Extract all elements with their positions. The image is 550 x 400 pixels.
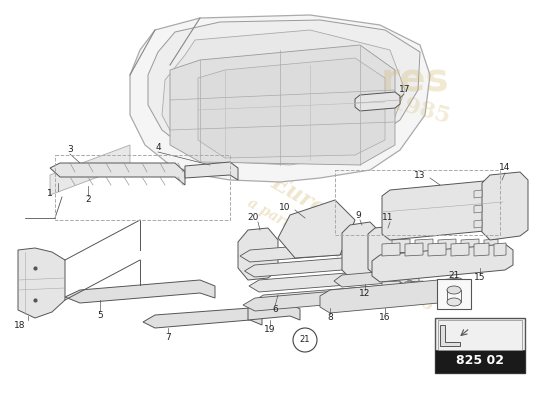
Text: a parts supplier since 1985: a parts supplier since 1985 (245, 196, 435, 314)
Polygon shape (382, 180, 503, 240)
Polygon shape (428, 243, 446, 256)
Text: 1985: 1985 (387, 91, 453, 129)
Polygon shape (355, 92, 400, 111)
Text: 10: 10 (279, 202, 291, 212)
FancyBboxPatch shape (435, 318, 525, 373)
Text: 16: 16 (379, 312, 390, 322)
Polygon shape (254, 283, 424, 307)
Text: res: res (381, 61, 449, 99)
Text: 3: 3 (67, 146, 73, 154)
Polygon shape (130, 15, 430, 182)
Text: 11: 11 (382, 214, 394, 222)
Bar (335, 170, 500, 235)
Polygon shape (170, 45, 395, 165)
Text: 9: 9 (355, 212, 361, 220)
Polygon shape (50, 145, 130, 195)
Text: 4: 4 (155, 144, 161, 152)
Polygon shape (334, 270, 408, 287)
Text: 825 02: 825 02 (456, 354, 504, 368)
Polygon shape (65, 280, 215, 303)
Polygon shape (494, 243, 506, 256)
Text: 8: 8 (327, 314, 333, 322)
FancyBboxPatch shape (437, 279, 471, 309)
Polygon shape (405, 281, 423, 293)
Text: 14: 14 (499, 164, 511, 172)
Polygon shape (405, 243, 423, 256)
Polygon shape (438, 239, 456, 253)
Text: 1: 1 (47, 188, 53, 198)
Polygon shape (392, 239, 410, 253)
Polygon shape (50, 163, 185, 185)
Text: 20: 20 (248, 214, 258, 222)
Text: 2: 2 (85, 196, 91, 204)
Polygon shape (382, 243, 400, 256)
Polygon shape (249, 268, 419, 292)
Text: 6: 6 (272, 306, 278, 314)
Polygon shape (474, 205, 482, 213)
Polygon shape (18, 248, 65, 318)
Text: 5: 5 (97, 310, 103, 320)
Polygon shape (482, 172, 528, 240)
Polygon shape (428, 281, 446, 293)
Text: Euroricambi: Euroricambi (267, 172, 413, 268)
Polygon shape (372, 244, 513, 282)
Polygon shape (342, 222, 378, 278)
Polygon shape (245, 253, 415, 277)
Polygon shape (143, 308, 262, 328)
Polygon shape (162, 30, 405, 165)
Polygon shape (474, 190, 482, 198)
Text: 13: 13 (414, 170, 426, 180)
Text: 21: 21 (448, 270, 460, 280)
Polygon shape (185, 162, 238, 180)
Polygon shape (320, 278, 470, 313)
Polygon shape (198, 58, 385, 158)
Polygon shape (148, 20, 420, 158)
Polygon shape (440, 325, 460, 346)
Polygon shape (368, 226, 400, 275)
Polygon shape (278, 200, 355, 258)
Polygon shape (240, 238, 410, 262)
Polygon shape (451, 281, 469, 293)
Polygon shape (474, 220, 482, 228)
Text: 21: 21 (300, 336, 310, 344)
Text: 18: 18 (14, 320, 26, 330)
Text: 7: 7 (165, 332, 171, 342)
Polygon shape (382, 281, 400, 293)
Polygon shape (248, 304, 300, 320)
FancyBboxPatch shape (438, 320, 522, 350)
Text: 15: 15 (474, 274, 486, 282)
Bar (55, 155, 230, 220)
Polygon shape (484, 239, 498, 253)
FancyBboxPatch shape (435, 350, 525, 373)
Ellipse shape (447, 286, 461, 294)
Ellipse shape (447, 298, 461, 306)
Polygon shape (461, 239, 479, 253)
Text: 19: 19 (264, 326, 276, 334)
Text: 17: 17 (399, 86, 411, 94)
Polygon shape (451, 243, 469, 256)
Polygon shape (238, 228, 278, 280)
Polygon shape (474, 243, 489, 256)
Polygon shape (415, 239, 433, 253)
Polygon shape (243, 288, 382, 311)
Text: 12: 12 (359, 290, 371, 298)
